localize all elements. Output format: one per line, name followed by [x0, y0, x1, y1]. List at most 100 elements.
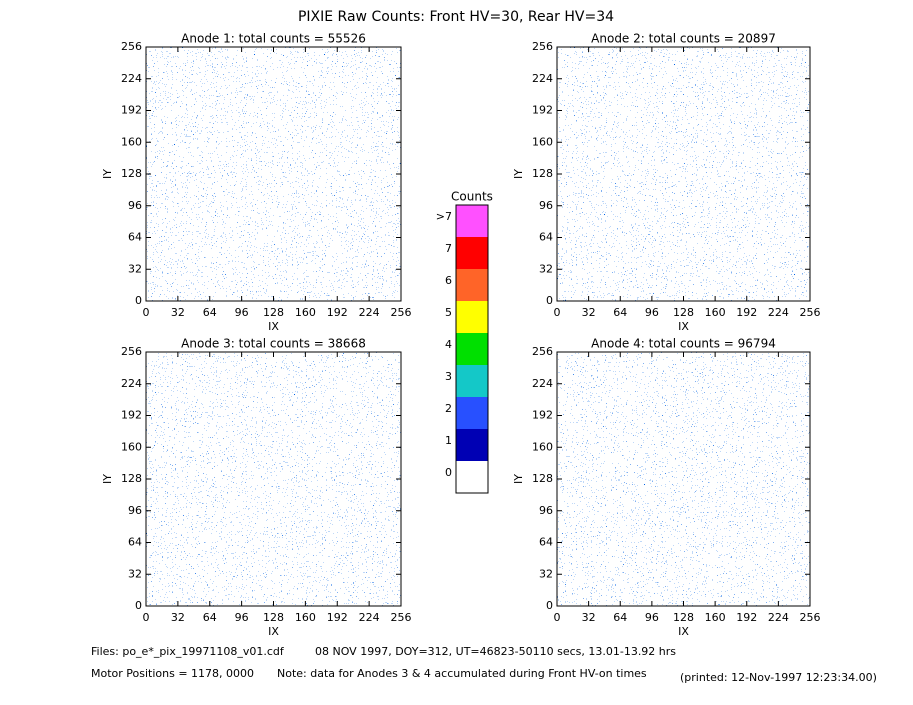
y-tick-label: 96 — [539, 504, 553, 517]
colorbar-label: 0 — [445, 466, 452, 479]
colorbar-frame — [455, 204, 489, 494]
x-tick-label: 224 — [768, 611, 789, 624]
x-tick-label: 32 — [171, 611, 185, 624]
y-tick-label: 128 — [121, 167, 142, 180]
y-axis-label: IY — [101, 169, 114, 179]
footer-files: Files: po_e*_pix_19971108_v01.cdf — [91, 645, 285, 658]
x-tick-label: 0 — [554, 611, 561, 624]
x-tick-label: 224 — [359, 306, 380, 319]
x-tick-label: 0 — [143, 306, 150, 319]
colorbar-label: 2 — [445, 402, 452, 415]
x-tick-label: 32 — [582, 611, 596, 624]
colorbar-title: Counts — [451, 190, 493, 204]
y-tick-label: 160 — [121, 135, 142, 148]
colorbar-label: 3 — [445, 370, 452, 383]
y-tick-label: 96 — [128, 199, 142, 212]
footer-date: 08 NOV 1997, DOY=312, UT=46823-50110 sec… — [315, 645, 676, 658]
y-tick-label: 0 — [135, 599, 142, 612]
y-tick-label: 64 — [539, 231, 553, 244]
x-tick-label: 64 — [203, 306, 217, 319]
y-tick-label: 160 — [121, 440, 142, 453]
y-tick-label: 160 — [532, 440, 553, 453]
count-texture — [146, 352, 401, 606]
x-tick-label: 160 — [705, 306, 726, 319]
count-texture — [557, 352, 810, 606]
x-tick-label: 32 — [171, 306, 185, 319]
y-tick-label: 192 — [121, 104, 142, 117]
colorbar-swatch — [456, 269, 488, 301]
colorbar-swatch — [456, 205, 488, 237]
x-tick-label: 128 — [673, 611, 694, 624]
y-tick-label: 256 — [532, 345, 553, 358]
y-tick-label: 192 — [532, 104, 553, 117]
x-axis-label: IX — [268, 625, 279, 638]
x-tick-label: 64 — [203, 611, 217, 624]
x-tick-label: 128 — [673, 306, 694, 319]
y-tick-label: 128 — [121, 472, 142, 485]
colorbar-label: >7 — [436, 210, 452, 223]
y-tick-label: 64 — [128, 231, 142, 244]
colorbar-label: 7 — [445, 242, 452, 255]
colorbar-swatch — [456, 365, 488, 397]
y-axis-label: IY — [512, 474, 525, 484]
y-tick-label: 32 — [539, 262, 553, 275]
y-tick-label: 96 — [539, 199, 553, 212]
x-tick-label: 256 — [800, 611, 821, 624]
colorbar-swatch — [456, 237, 488, 269]
x-tick-label: 0 — [143, 611, 150, 624]
x-tick-label: 192 — [327, 611, 348, 624]
figure-title: PIXIE Raw Counts: Front HV=30, Rear HV=3… — [298, 9, 614, 25]
y-tick-label: 0 — [135, 294, 142, 307]
x-tick-label: 160 — [295, 611, 316, 624]
y-tick-label: 0 — [546, 599, 553, 612]
y-tick-label: 192 — [121, 409, 142, 422]
x-tick-label: 192 — [736, 306, 757, 319]
y-tick-label: 32 — [128, 262, 142, 275]
x-tick-label: 256 — [800, 306, 821, 319]
x-tick-label: 160 — [295, 306, 316, 319]
x-tick-label: 96 — [235, 611, 249, 624]
x-tick-label: 96 — [645, 306, 659, 319]
x-axis-label: IX — [268, 320, 279, 333]
x-tick-label: 128 — [263, 611, 284, 624]
y-axis-label: IY — [512, 169, 525, 179]
x-tick-label: 256 — [391, 306, 412, 319]
y-tick-label: 224 — [121, 377, 142, 390]
colorbar-swatch — [456, 429, 488, 461]
y-tick-label: 256 — [532, 40, 553, 53]
colorbar-swatch — [456, 333, 488, 365]
panel-title: Anode 3: total counts = 38668 — [181, 337, 366, 351]
footer-printed: (printed: 12-Nov-1997 12:23:34.00) — [680, 671, 877, 684]
footer-motor: Motor Positions = 1178, 0000 — [91, 667, 254, 680]
panel-title: Anode 4: total counts = 96794 — [591, 337, 776, 351]
count-texture — [146, 47, 401, 301]
x-tick-label: 224 — [359, 611, 380, 624]
x-axis-label: IX — [678, 320, 689, 333]
x-tick-label: 96 — [645, 611, 659, 624]
colorbar-label: 5 — [445, 306, 452, 319]
y-tick-label: 128 — [532, 167, 553, 180]
x-tick-label: 64 — [613, 306, 627, 319]
colorbar-swatch — [456, 397, 488, 429]
y-tick-label: 128 — [532, 472, 553, 485]
y-axis-label: IY — [101, 474, 114, 484]
y-tick-label: 0 — [546, 294, 553, 307]
x-tick-label: 96 — [235, 306, 249, 319]
y-tick-label: 32 — [128, 567, 142, 580]
y-tick-label: 96 — [128, 504, 142, 517]
colorbar-label: 4 — [445, 338, 452, 351]
x-axis-label: IX — [678, 625, 689, 638]
x-tick-label: 32 — [582, 306, 596, 319]
y-tick-label: 160 — [532, 135, 553, 148]
y-tick-label: 224 — [121, 72, 142, 85]
x-tick-label: 64 — [613, 611, 627, 624]
y-tick-label: 192 — [532, 409, 553, 422]
y-tick-label: 256 — [121, 345, 142, 358]
panel-title: Anode 1: total counts = 55526 — [181, 32, 366, 46]
y-tick-label: 32 — [539, 567, 553, 580]
panel-title: Anode 2: total counts = 20897 — [591, 32, 776, 46]
x-tick-label: 192 — [736, 611, 757, 624]
x-tick-label: 256 — [391, 611, 412, 624]
count-texture — [557, 47, 810, 301]
